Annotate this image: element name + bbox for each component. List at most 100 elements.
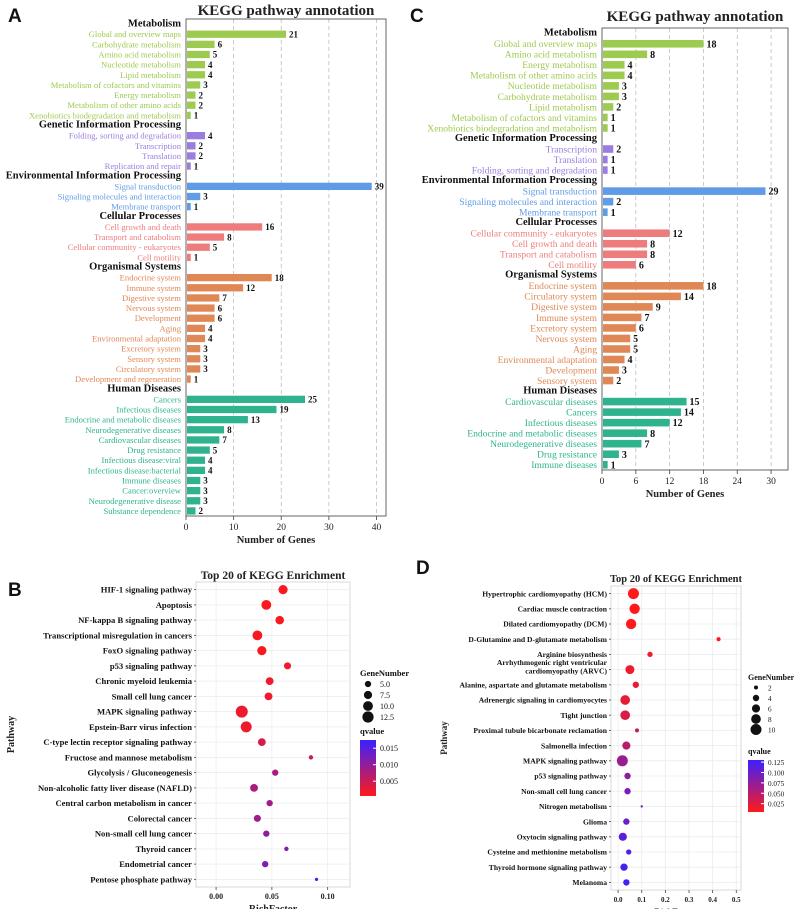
bar-value: 8	[227, 425, 232, 435]
pathway-label: Signal transduction	[114, 181, 181, 191]
size-legend-title: GeneNumber	[748, 673, 795, 682]
data-point	[284, 846, 289, 852]
group-heading: Metabolism	[128, 18, 181, 29]
pathway-label: D-Glutamine and D-glutamate metabolism	[468, 635, 607, 644]
bar	[187, 71, 206, 79]
bar	[187, 111, 191, 120]
bar	[603, 303, 653, 311]
bar-value: 12	[673, 418, 683, 429]
bar-value: 5	[213, 242, 218, 252]
pathway-label: Energy metabolism	[522, 60, 597, 71]
pathway-label: Cell growth and death	[512, 239, 597, 250]
pathway-label: Transcription	[135, 141, 182, 151]
bar-value: 3	[203, 344, 208, 354]
bar	[603, 103, 614, 111]
bar	[603, 418, 670, 427]
bar-value: 1	[611, 166, 616, 177]
pathway-label: Excretory system	[121, 344, 181, 354]
bar	[187, 304, 215, 312]
bar-value: 2	[616, 103, 621, 114]
bar	[187, 233, 225, 241]
data-point	[272, 769, 279, 776]
pathway-label: Metabolism of other amino acids	[67, 100, 181, 110]
bar-value: 5	[633, 345, 638, 356]
pathway-label: Cardiovascular diseases	[505, 397, 597, 408]
size-legend-label: 2	[768, 685, 772, 693]
bar	[603, 282, 704, 290]
bar	[187, 334, 206, 343]
bar-value: 39	[375, 182, 385, 192]
pathway-label: Xenobiotics biodegradation and metabolis…	[427, 123, 597, 134]
bar-value: 18	[706, 39, 716, 50]
data-point	[625, 665, 635, 675]
bar	[187, 273, 272, 282]
bar-value: 3	[203, 364, 208, 374]
size-legend-label: 12.5	[380, 713, 394, 722]
data-point	[278, 585, 288, 595]
pathway-label: Pentose phosphate pathway	[90, 874, 192, 884]
bar-value: 1	[611, 124, 616, 135]
bar-value: 3	[203, 354, 208, 364]
pathway-label: Xenobiotics biodegradation and metabolis…	[29, 110, 181, 120]
x-tick-label: 20	[276, 523, 286, 533]
bar-value: 3	[203, 476, 208, 486]
bar-value: 6	[639, 324, 644, 335]
pathway-label: Arrhythmogenic right ventricular cardiomy…	[497, 658, 608, 675]
x-tick-label: 0.0	[614, 896, 623, 904]
pathway-label: NF-kappa B signaling pathway	[78, 615, 193, 625]
pathway-label: Endocrine system	[120, 273, 182, 283]
data-point	[283, 662, 292, 670]
group-heading: Environmental Information Processing	[422, 175, 598, 186]
pathway-label: Development	[135, 313, 182, 323]
pathway-label: Global and overview maps	[89, 29, 182, 39]
bar	[603, 260, 636, 269]
bar	[187, 344, 201, 353]
color-tick-label: 0.050	[768, 790, 785, 798]
bar-value: 3	[622, 92, 627, 103]
data-point	[616, 755, 628, 767]
bar	[603, 397, 687, 406]
bar	[603, 292, 681, 301]
x-tick-label: 0.1	[637, 896, 646, 904]
pathway-label: Environmental adaptation	[498, 355, 598, 366]
pathway-label: p53 signaling pathway	[534, 772, 607, 781]
pathway-label: Development	[545, 365, 597, 376]
x-tick-label: 6	[633, 477, 638, 487]
bar	[187, 40, 215, 49]
pathway-label: Transport and catabolism	[500, 250, 598, 261]
data-point	[265, 677, 274, 686]
pathway-label: Melanoma	[572, 878, 607, 887]
bar	[187, 486, 201, 495]
bar	[603, 439, 642, 448]
bar-value: 1	[611, 460, 616, 471]
data-point	[623, 818, 630, 825]
data-point	[235, 705, 248, 718]
pathway-label: Carbohydrate metabolism	[92, 39, 181, 49]
pathway-label: Translation	[554, 155, 598, 166]
bar	[603, 166, 608, 174]
bar-value: 2	[616, 197, 621, 208]
bar	[187, 101, 196, 109]
bar-value: 16	[265, 222, 275, 232]
bar	[187, 81, 201, 89]
bar	[187, 60, 206, 69]
bar	[187, 426, 225, 434]
data-point	[629, 603, 640, 614]
color-legend-title: qvalue	[360, 726, 384, 736]
bar	[603, 408, 681, 416]
bar-value: 8	[227, 232, 232, 242]
bar-value: 5	[633, 334, 638, 345]
pathway-label: Arginine biosynthesis	[537, 650, 607, 659]
pathway-label: Amino acid metabolism	[505, 50, 598, 61]
bar-value: 29	[768, 187, 778, 198]
bar-value: 19	[279, 405, 289, 415]
bar-value: 1	[194, 111, 199, 121]
pathway-label: Non-alcoholic fatty liver disease (NAFLD…	[38, 783, 192, 793]
plot-frame	[601, 27, 789, 471]
data-point	[634, 728, 640, 733]
bar-value: 3	[203, 192, 208, 202]
pathway-label: Aging	[573, 344, 597, 355]
bar-value: 3	[203, 80, 208, 90]
pathway-label: Membrane transport	[519, 208, 597, 219]
pathway-label: Carbohydrate metabolism	[498, 92, 598, 103]
